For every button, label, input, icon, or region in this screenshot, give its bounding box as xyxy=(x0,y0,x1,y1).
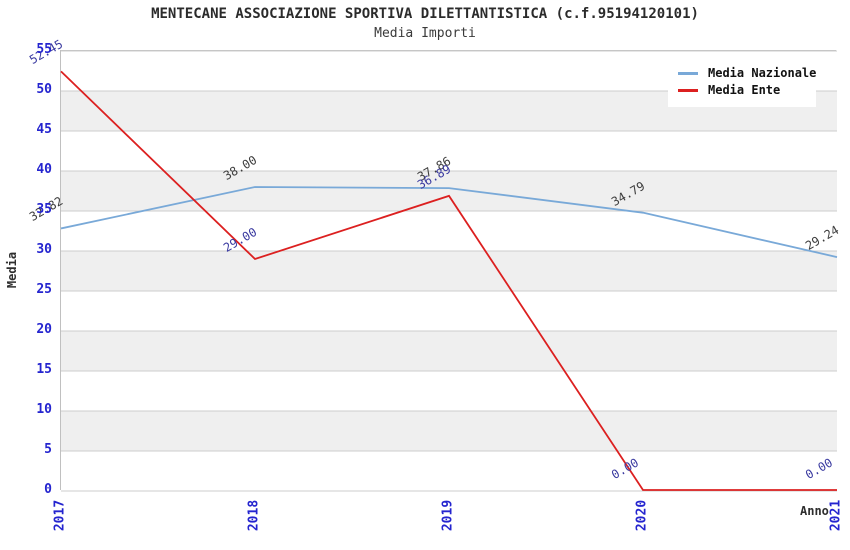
y-tick-label: 45 xyxy=(36,122,52,137)
background-band xyxy=(61,331,837,371)
x-axis-label: Anno xyxy=(800,504,829,518)
x-tick-label: 2021 xyxy=(828,499,844,532)
legend-line-swatch xyxy=(678,88,698,92)
background-band xyxy=(61,371,837,411)
background-band xyxy=(61,451,837,491)
y-tick-label: 30 xyxy=(36,242,52,257)
y-tick-label: 0 xyxy=(44,482,52,497)
legend-item-media-ente: Media Ente xyxy=(678,83,808,97)
legend-line-swatch xyxy=(678,71,698,75)
chart-title: MENTECANE ASSOCIAZIONE SPORTIVA DILETTAN… xyxy=(151,6,699,22)
legend-label: Media Ente xyxy=(708,83,781,97)
chart-subtitle: Media Importi xyxy=(374,26,476,41)
y-tick-label: 35 xyxy=(36,202,52,217)
y-tick-label: 50 xyxy=(36,82,52,97)
x-tick-label: 2020 xyxy=(634,499,650,532)
x-tick-label: 2017 xyxy=(52,499,68,532)
y-tick-label: 55 xyxy=(36,42,52,57)
series-line-media-nazionale xyxy=(60,186,838,258)
x-tick-label: 2018 xyxy=(246,499,262,532)
y-tick-label: 20 xyxy=(36,322,52,337)
legend-item-media-nazionale: Media Nazionale xyxy=(678,66,816,80)
background-band xyxy=(61,131,837,171)
series-line-media-ente xyxy=(60,70,837,491)
background-band xyxy=(61,251,837,291)
background-band xyxy=(61,411,837,451)
y-tick-label: 40 xyxy=(36,162,52,177)
y-tick-label: 5 xyxy=(44,442,52,457)
x-tick-label: 2019 xyxy=(440,499,456,532)
plot-canvas xyxy=(60,50,838,492)
y-tick-label: 10 xyxy=(36,402,52,417)
plot-area: 32.82 38.00 37.86 34.79 29.24 52.45 29.00 36.89… xyxy=(27,37,841,492)
background-band xyxy=(61,211,837,251)
legend: Media Nazionale Media Ente xyxy=(668,56,816,107)
y-tick-label: 25 xyxy=(36,282,52,297)
background-band xyxy=(61,171,837,211)
legend-label: Media Nazionale xyxy=(708,66,817,80)
background-band xyxy=(61,291,837,331)
y-tick-label: 15 xyxy=(36,362,52,377)
